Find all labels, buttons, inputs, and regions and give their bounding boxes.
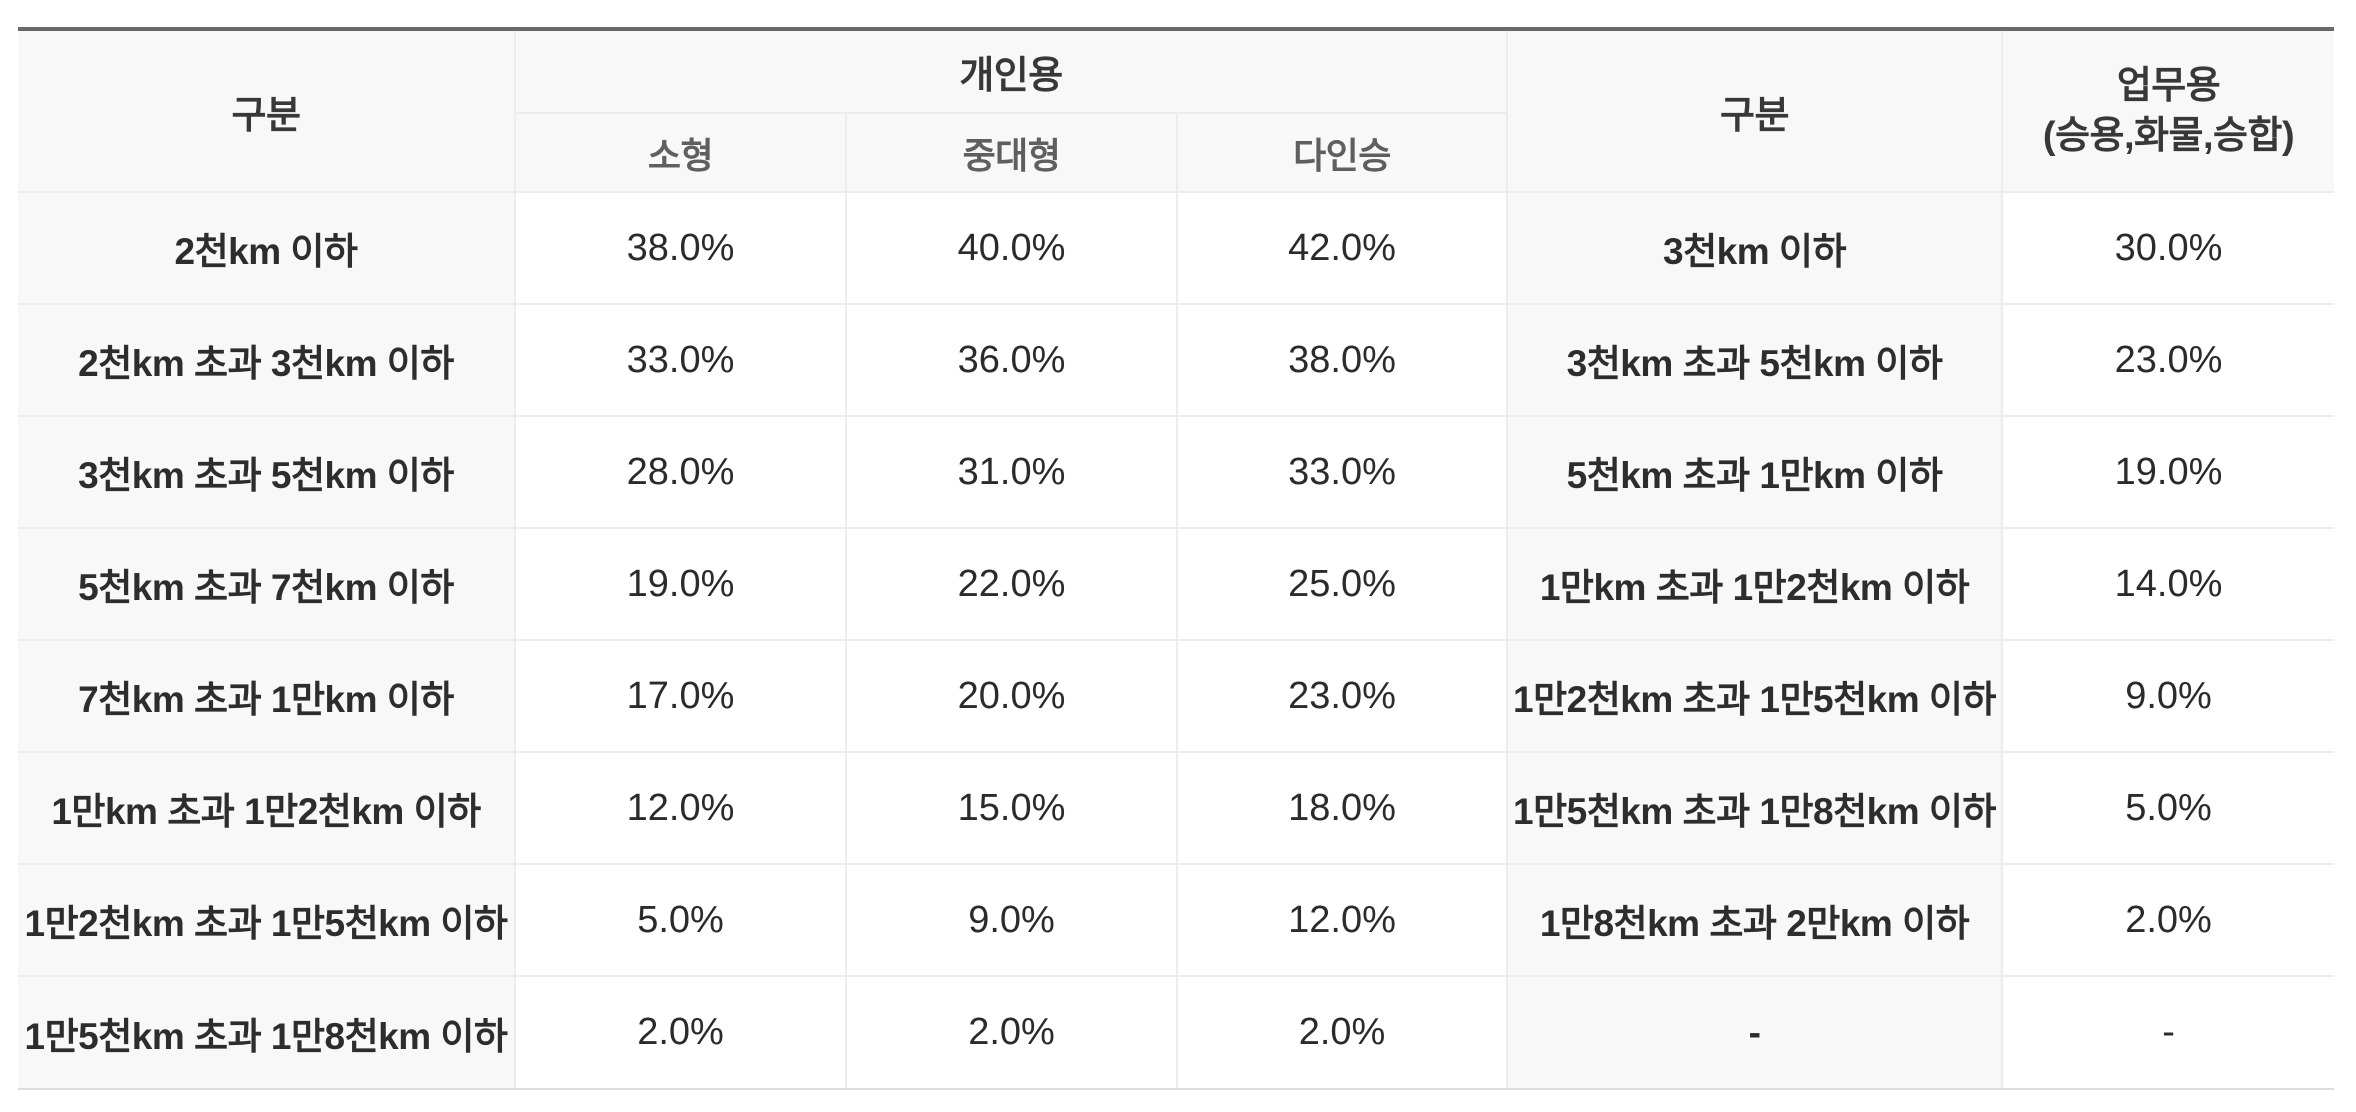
value-small: 2.0% <box>514 975 847 1088</box>
row-label-left: 2천km 초과 3천km 이하 <box>18 303 516 417</box>
value-business: 5.0% <box>2001 751 2335 865</box>
value-mid-large: 40.0% <box>845 191 1178 305</box>
value-small: 5.0% <box>514 863 847 977</box>
header-business-line1: 업무용 <box>2116 64 2221 107</box>
value-business: 30.0% <box>2001 191 2335 305</box>
header-small: 소형 <box>514 112 847 193</box>
header-multi-passenger: 다인승 <box>1175 112 1509 193</box>
value-small: 12.0% <box>514 751 847 865</box>
value-business: 19.0% <box>2001 415 2335 529</box>
value-multi-passenger: 25.0% <box>1175 527 1509 641</box>
header-business-line2: (승용,화물,승합) <box>2042 115 2295 157</box>
row-label-left: 1만5천km 초과 1만8천km 이하 <box>18 975 516 1088</box>
table-row: 1만2천km 초과 1만5천km 이하 5.0% 9.0% 12.0% 1만8천… <box>18 863 2335 977</box>
row-label-left: 1만2천km 초과 1만5천km 이하 <box>18 863 516 977</box>
value-business: 23.0% <box>2001 303 2335 417</box>
row-label-left: 7천km 초과 1만km 이하 <box>18 639 516 753</box>
header-mid-large: 중대형 <box>845 112 1178 193</box>
value-multi-passenger: 2.0% <box>1175 975 1509 1088</box>
header-personal-use: 개인용 <box>513 31 1509 114</box>
value-small: 38.0% <box>514 191 847 305</box>
value-business: - <box>2001 975 2335 1088</box>
row-label-right: 1만km 초과 1만2천km 이하 <box>1506 527 2004 641</box>
mileage-discount-table-container: 구분 개인용 구분 업무용 (승용,화물,승합) 소형 중대형 다인승 2천km… <box>18 27 2335 1090</box>
value-multi-passenger: 42.0% <box>1175 191 1509 305</box>
row-label-left: 3천km 초과 5천km 이하 <box>18 415 516 529</box>
value-mid-large: 20.0% <box>845 639 1178 753</box>
value-small: 33.0% <box>514 303 847 417</box>
value-mid-large: 15.0% <box>845 751 1178 865</box>
table-row: 3천km 초과 5천km 이하 28.0% 31.0% 33.0% 5천km 초… <box>18 415 2335 529</box>
table-row: 5천km 초과 7천km 이하 19.0% 22.0% 25.0% 1만km 초… <box>18 527 2335 641</box>
row-label-right: 1만8천km 초과 2만km 이하 <box>1506 863 2004 977</box>
value-small: 19.0% <box>514 527 847 641</box>
value-mid-large: 2.0% <box>845 975 1178 1088</box>
row-label-right: 3천km 초과 5천km 이하 <box>1506 303 2004 417</box>
row-label-right: 1만5천km 초과 1만8천km 이하 <box>1506 751 2004 865</box>
value-multi-passenger: 33.0% <box>1175 415 1509 529</box>
value-business: 2.0% <box>2001 863 2335 977</box>
row-label-right: 5천km 초과 1만km 이하 <box>1506 415 2004 529</box>
value-multi-passenger: 38.0% <box>1175 303 1509 417</box>
row-label-right: - <box>1506 975 2004 1088</box>
value-small: 17.0% <box>514 639 847 753</box>
table-row: 1만km 초과 1만2천km 이하 12.0% 15.0% 18.0% 1만5천… <box>18 751 2335 865</box>
value-mid-large: 31.0% <box>845 415 1178 529</box>
row-label-left: 1만km 초과 1만2천km 이하 <box>18 751 516 865</box>
value-mid-large: 36.0% <box>845 303 1178 417</box>
value-mid-large: 9.0% <box>845 863 1178 977</box>
table-row: 1만5천km 초과 1만8천km 이하 2.0% 2.0% 2.0% - - <box>18 975 2335 1088</box>
header-business-use: 업무용 (승용,화물,승합) <box>2001 31 2335 193</box>
row-label-right: 1만2천km 초과 1만5천km 이하 <box>1506 639 2004 753</box>
value-multi-passenger: 23.0% <box>1175 639 1509 753</box>
table-row: 2천km 초과 3천km 이하 33.0% 36.0% 38.0% 3천km 초… <box>18 303 2335 417</box>
value-small: 28.0% <box>514 415 847 529</box>
value-mid-large: 22.0% <box>845 527 1178 641</box>
header-category-left: 구분 <box>18 31 516 193</box>
value-business: 9.0% <box>2001 639 2335 753</box>
value-multi-passenger: 18.0% <box>1175 751 1509 865</box>
mileage-discount-rate-table: 구분 개인용 구분 업무용 (승용,화물,승합) 소형 중대형 다인승 2천km… <box>18 31 2335 1088</box>
table-row: 7천km 초과 1만km 이하 17.0% 20.0% 23.0% 1만2천km… <box>18 639 2335 753</box>
row-label-right: 3천km 이하 <box>1506 191 2004 305</box>
row-label-left: 2천km 이하 <box>18 191 516 305</box>
value-business: 14.0% <box>2001 527 2335 641</box>
table-row: 2천km 이하 38.0% 40.0% 42.0% 3천km 이하 30.0% <box>18 191 2335 305</box>
value-multi-passenger: 12.0% <box>1175 863 1509 977</box>
header-category-right: 구분 <box>1506 31 2004 193</box>
row-label-left: 5천km 초과 7천km 이하 <box>18 527 516 641</box>
